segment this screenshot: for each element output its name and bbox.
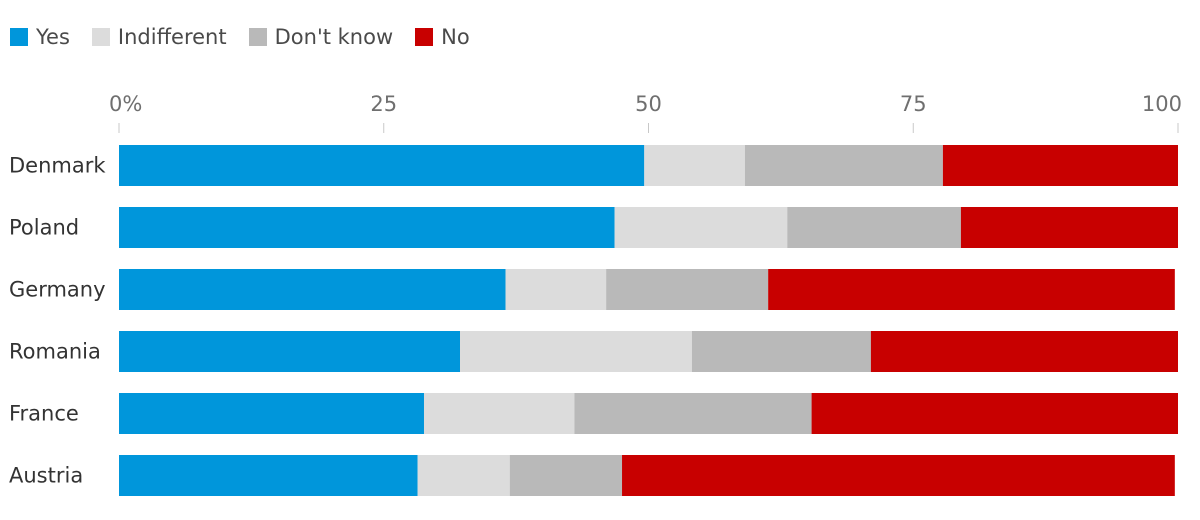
legend-item-dont-know: Don't know bbox=[248, 24, 394, 49]
bar-segment bbox=[644, 145, 745, 186]
bar-segment bbox=[417, 455, 510, 496]
category-label: France bbox=[9, 402, 79, 426]
bar-segment bbox=[811, 393, 1178, 434]
legend-label-yes: Yes bbox=[36, 24, 70, 49]
x-axis: 0% 25 50 75 100 bbox=[109, 92, 1182, 133]
bar-segment bbox=[787, 207, 961, 248]
x-tick-label: 50 bbox=[635, 92, 662, 116]
x-tick-label: 100 bbox=[1142, 92, 1182, 116]
x-tick-label: 25 bbox=[370, 92, 397, 116]
legend-swatch-indifferent bbox=[91, 28, 110, 46]
bar-segment bbox=[119, 393, 424, 434]
category-label: Germany bbox=[9, 278, 106, 302]
legend-swatch-dont-know bbox=[248, 28, 267, 46]
bar-segment bbox=[768, 269, 1175, 310]
x-tick-label: 0% bbox=[109, 92, 142, 116]
bar-segment bbox=[459, 331, 692, 372]
legend-swatch-no bbox=[415, 28, 434, 46]
bar-segment bbox=[509, 455, 623, 496]
category-label: Denmark bbox=[9, 154, 106, 178]
legend-label-no: No bbox=[441, 24, 470, 49]
category-axis: Denmark Poland Germany Romania France Austria bbox=[9, 154, 106, 488]
bar-segment bbox=[505, 269, 607, 310]
category-label: Poland bbox=[9, 216, 79, 240]
legend-item-yes: Yes bbox=[10, 24, 70, 49]
bar-segment bbox=[691, 331, 871, 372]
bar-segment bbox=[119, 455, 418, 496]
legend-swatch-yes bbox=[10, 28, 28, 46]
x-tick-label: 75 bbox=[900, 92, 927, 116]
bar-segment bbox=[119, 269, 506, 310]
bar-segment bbox=[942, 145, 1178, 186]
legend-label-dont-know: Don't know bbox=[274, 24, 394, 49]
legend-item-no: No bbox=[415, 24, 470, 49]
bar-segment bbox=[622, 455, 1175, 496]
bar-segment bbox=[606, 269, 769, 310]
bar-segment bbox=[574, 393, 812, 434]
bars-area bbox=[119, 145, 1178, 496]
bar-segment bbox=[870, 331, 1178, 372]
legend-item-indifferent: Indifferent bbox=[91, 24, 227, 49]
category-label: Austria bbox=[9, 464, 83, 488]
bar-segment bbox=[614, 207, 788, 248]
bar-segment bbox=[744, 145, 943, 186]
bar-segment bbox=[423, 393, 575, 434]
legend-label-indifferent: Indifferent bbox=[117, 24, 227, 49]
bar-segment bbox=[960, 207, 1178, 248]
bar-segment bbox=[119, 207, 615, 248]
bar-segment bbox=[119, 145, 645, 186]
bar-segment bbox=[119, 331, 460, 372]
legend: Yes Indifferent Don't know No bbox=[10, 22, 492, 52]
category-label: Romania bbox=[9, 340, 101, 364]
